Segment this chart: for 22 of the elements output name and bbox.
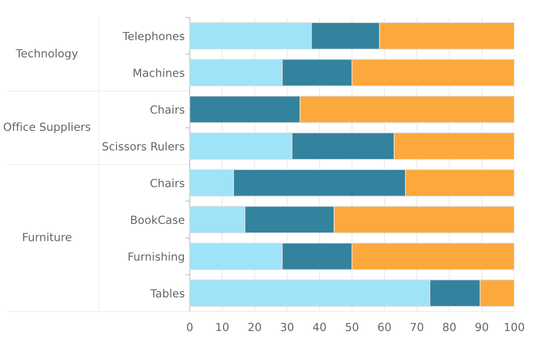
x-tick-label: 20 bbox=[248, 322, 261, 332]
x-tick-label: 30 bbox=[280, 322, 294, 332]
x-tick-label: 40 bbox=[313, 322, 326, 332]
y-tick-label: Telephones bbox=[122, 32, 184, 42]
y-tick-label: Scissors Rulers bbox=[102, 142, 184, 151]
x-tick-label: 100 bbox=[504, 322, 524, 332]
y-tick-label: Tables bbox=[150, 288, 184, 298]
x-tick-label: 0 bbox=[186, 322, 193, 332]
y-tick-label: Furnishing bbox=[128, 252, 184, 263]
y-tick-label: Chairs bbox=[150, 105, 184, 114]
y-tick-label: Machines bbox=[134, 68, 184, 78]
y-tick-label: Chairs bbox=[150, 178, 184, 188]
text: Furniture bbox=[23, 232, 72, 242]
x-tick-label: 10 bbox=[216, 322, 229, 332]
text: Office Suppliers bbox=[4, 122, 90, 134]
text: Technology bbox=[16, 48, 78, 60]
x-tick-label: 80 bbox=[443, 322, 456, 332]
x-tick-label: 70 bbox=[410, 322, 424, 332]
x-tick-label: 60 bbox=[378, 322, 391, 332]
y-tick-label: BookCase bbox=[131, 215, 184, 224]
x-tick-label: 90 bbox=[475, 322, 488, 332]
x-tick-label: 50 bbox=[346, 322, 358, 332]
